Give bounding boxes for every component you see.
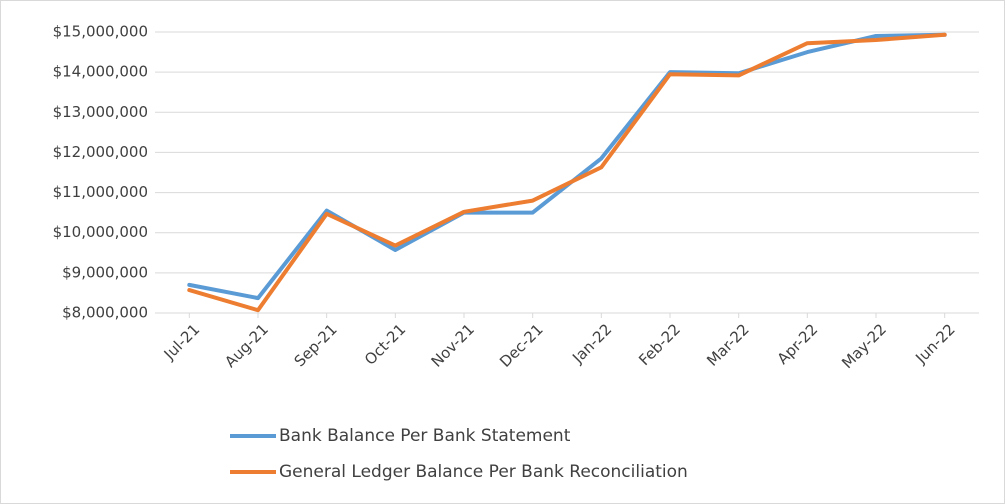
y-tick-label: $8,000,000 [62,304,148,322]
y-tick-label: $14,000,000 [53,63,148,81]
y-tick-label: $11,000,000 [53,183,148,201]
y-tick-label: $15,000,000 [53,23,148,41]
y-tick-label: $9,000,000 [62,263,148,281]
y-tick-label: $13,000,000 [53,103,148,121]
y-tick-label: $10,000,000 [53,223,148,241]
legend-label: Bank Balance Per Bank Statement [279,426,571,446]
series-line [187,32,947,313]
legend-label: General Ledger Balance Per Bank Reconcil… [279,462,688,482]
y-tick-label: $12,000,000 [53,143,148,161]
